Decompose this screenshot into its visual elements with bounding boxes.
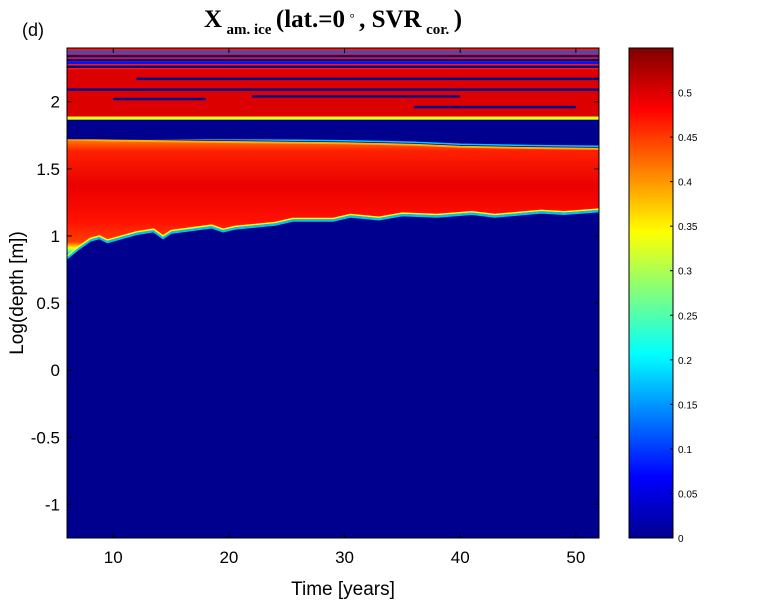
y-tick-label: 0.5	[36, 294, 60, 313]
colorbar-tick-label: 0.4	[678, 178, 692, 189]
colorbar-tick-label: 0.2	[678, 356, 692, 367]
upper-streak-2	[67, 58, 599, 62]
upper-streak-3	[67, 54, 599, 58]
colorbar-tick-label: 0.05	[678, 489, 698, 500]
x-tick-label: 30	[335, 548, 354, 567]
title-symbol: X	[204, 6, 222, 33]
ice-front-glow	[67, 209, 599, 260]
upper-streak-8	[413, 105, 576, 109]
title-args-mid: , SVR	[359, 6, 422, 33]
upper-streak-1	[67, 61, 599, 64]
ice-layer-main	[67, 139, 599, 257]
y-axis-label: Log(depth [m])	[7, 231, 28, 355]
x-axis: 10 20 30 40 50	[104, 48, 585, 567]
gap-band	[67, 119, 599, 140]
x-tick-label: 10	[104, 548, 123, 567]
y-axis: -1 -0.5 0 0.5 1 1.5 2	[31, 93, 599, 514]
colorbar-tick-label: 0	[678, 534, 684, 545]
ice-front-yellow	[67, 208, 599, 257]
upper-streak-5	[67, 88, 599, 91]
upper-streak-9	[113, 97, 206, 101]
title-svr-subscript: cor.	[426, 22, 449, 38]
upper-streak-4	[67, 50, 599, 54]
y-tick-label: 1	[51, 227, 60, 246]
title-degree: °	[349, 10, 354, 25]
x-tick-label: 20	[219, 548, 238, 567]
ice-band-top-edge	[67, 138, 599, 150]
colorbar-tick-label: 0.25	[678, 311, 698, 322]
y-tick-label: 0	[51, 361, 60, 380]
colorbar-tick-label: 0.5	[678, 89, 692, 100]
colorbar-tick-label: 0.45	[678, 133, 698, 144]
colorbar-tick-label: 0.15	[678, 400, 698, 411]
plot-area	[67, 48, 599, 538]
upper-streak-0	[67, 65, 599, 68]
y-tick-label: -1	[45, 495, 60, 514]
title-args-open: (lat.=0	[276, 6, 345, 33]
upper-streak-7	[252, 95, 461, 98]
panel-label: (d)	[22, 20, 44, 40]
x-tick-label: 40	[451, 548, 470, 567]
title-symbol-subscript: am. ice	[226, 22, 271, 38]
plot-frame	[66, 47, 600, 539]
colorbar-tick-label: 0.1	[678, 445, 692, 456]
colorbar-tick-label: 0.3	[678, 267, 692, 278]
chart-title: X am. ice (lat.=0 ° , SVR cor. )	[204, 6, 462, 38]
colorbar-tick-label: 0.35	[678, 222, 698, 233]
upper-ice-layer-1	[67, 69, 599, 117]
y-tick-label: 1.5	[36, 160, 60, 179]
upper-ice-layer-2	[67, 48, 599, 70]
x-tick-label: 50	[566, 548, 585, 567]
colorbar	[628, 47, 674, 539]
y-tick-label: -0.5	[31, 428, 60, 447]
upper-streak-6	[136, 77, 599, 81]
upper-ice-layer-0	[67, 116, 599, 120]
x-axis-label: Time [years]	[291, 579, 395, 600]
y-tick-label: 2	[51, 93, 60, 112]
title-args-close: )	[454, 6, 462, 33]
colorbar-ticks: 0 0.05 0.1 0.15 0.2 0.25 0.3 0.35 0.4 0.45 0.5	[670, 89, 698, 545]
